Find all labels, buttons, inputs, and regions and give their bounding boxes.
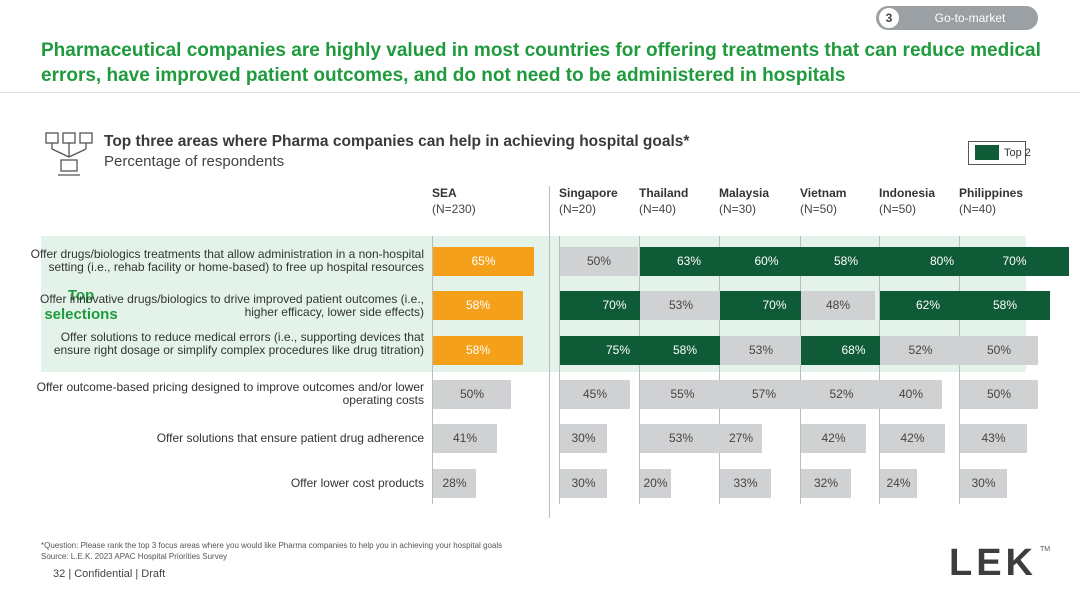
- column-sample-size: (N=40): [639, 202, 677, 216]
- bar-philippines-3: 50%: [960, 380, 1038, 409]
- bar-malaysia-4: 27%: [720, 424, 762, 453]
- top-selections-label: Top selections: [44, 287, 118, 323]
- chart-title: Top three areas where Pharma companies c…: [104, 133, 690, 150]
- bar-vietnam-5: 32%: [801, 469, 851, 498]
- axis-line: [800, 236, 801, 504]
- bar-philippines-5: 30%: [960, 469, 1007, 498]
- column-header: Vietnam: [800, 186, 847, 200]
- section-label[interactable]: Go-to-market: [934, 11, 1006, 25]
- section-number: 3: [878, 7, 900, 29]
- column-header: Malaysia: [719, 186, 770, 200]
- section-pill[interactable]: [876, 6, 1038, 30]
- page-number: 32: [53, 568, 66, 580]
- bar-thailand-4: 53%: [640, 424, 722, 453]
- slide-title: Pharmaceutical companies are highly valu…: [41, 40, 1041, 86]
- lek-logo: LEK: [949, 542, 1037, 584]
- row-label: Offer innovative drugs/biologics to driv…: [40, 292, 424, 319]
- column-header: Philippines: [959, 186, 1024, 200]
- row-label: Offer outcome-based pricing designed to …: [36, 380, 424, 407]
- legend-swatch-top2: [975, 145, 999, 160]
- bar-vietnam-0: 58%: [801, 247, 891, 276]
- column-sample-size: (N=50): [800, 202, 838, 216]
- row-label: Offer lower cost products: [290, 476, 424, 490]
- axis-line: [432, 236, 433, 504]
- bar-singapore-0: 50%: [560, 247, 638, 276]
- bar-indonesia-4: 42%: [880, 424, 945, 453]
- bar-vietnam-4: 42%: [801, 424, 866, 453]
- axis-line: [959, 236, 960, 504]
- bar-sea-4: 41%: [433, 424, 497, 453]
- row-label: Offer solutions that ensure patient drug…: [156, 431, 424, 445]
- bar-sea-1: 58%: [433, 291, 523, 320]
- bar-sea-2: 58%: [433, 336, 523, 365]
- column-sample-size: (N=40): [959, 202, 997, 216]
- axis-line: [719, 236, 720, 504]
- legend-box: [968, 141, 1026, 165]
- column-header: SEA: [432, 186, 457, 200]
- bar-sea-0: 65%: [433, 247, 534, 276]
- legend-label-top2: Top 2: [1004, 147, 1031, 159]
- bar-thailand-3: 55%: [640, 380, 725, 409]
- column-header: Indonesia: [879, 186, 936, 200]
- column-header: Thailand: [639, 186, 689, 200]
- hierarchy-icon: [45, 132, 93, 176]
- axis-line: [879, 236, 880, 504]
- bar-indonesia-5: 24%: [880, 469, 917, 498]
- confidential-label: | Confidential | Draft: [68, 568, 166, 580]
- row-label: Offer solutions to reduce medical errors…: [53, 330, 424, 357]
- title-divider: [0, 92, 1080, 93]
- column-sample-size: (N=230): [432, 202, 476, 216]
- bar-philippines-0: 70%: [960, 247, 1069, 276]
- column-sample-size: (N=20): [559, 202, 597, 216]
- bar-thailand-2: 58%: [640, 336, 730, 365]
- bar-philippines-4: 43%: [960, 424, 1027, 453]
- bar-malaysia-2: 53%: [720, 336, 802, 365]
- bar-thailand-5: 20%: [640, 469, 671, 498]
- source-note: Source: L.E.K. 2023 APAC Hospital Priori…: [41, 552, 228, 561]
- bar-philippines-2: 50%: [960, 336, 1038, 365]
- page-footer: 32 | Confidential | Draft: [53, 568, 165, 580]
- bar-malaysia-0: 60%: [720, 247, 813, 276]
- bar-singapore-3: 45%: [560, 380, 630, 409]
- bar-indonesia-3: 40%: [880, 380, 942, 409]
- axis-line: [559, 236, 560, 504]
- row-label: Offer drugs/biologics treatments that al…: [30, 247, 424, 274]
- bar-sea-3: 50%: [433, 380, 511, 409]
- bar-vietnam-1: 48%: [801, 291, 875, 320]
- logo-trademark: TM: [1040, 546, 1051, 553]
- bar-sea-5: 28%: [433, 469, 476, 498]
- bar-thailand-1: 53%: [640, 291, 722, 320]
- bar-malaysia-3: 57%: [720, 380, 808, 409]
- bar-indonesia-2: 52%: [880, 336, 961, 365]
- column-sample-size: (N=30): [719, 202, 757, 216]
- bar-singapore-4: 30%: [560, 424, 607, 453]
- bar-singapore-5: 30%: [560, 469, 607, 498]
- bar-philippines-1: 58%: [960, 291, 1050, 320]
- axis-line: [639, 236, 640, 504]
- sea-separator: [549, 186, 550, 518]
- footnote: *Question: Please rank the top 3 focus a…: [41, 541, 503, 550]
- bar-vietnam-3: 52%: [801, 380, 882, 409]
- column-sample-size: (N=50): [879, 202, 917, 216]
- bar-malaysia-5: 33%: [720, 469, 771, 498]
- column-header: Singapore: [559, 186, 618, 200]
- chart-subtitle: Percentage of respondents: [104, 153, 285, 170]
